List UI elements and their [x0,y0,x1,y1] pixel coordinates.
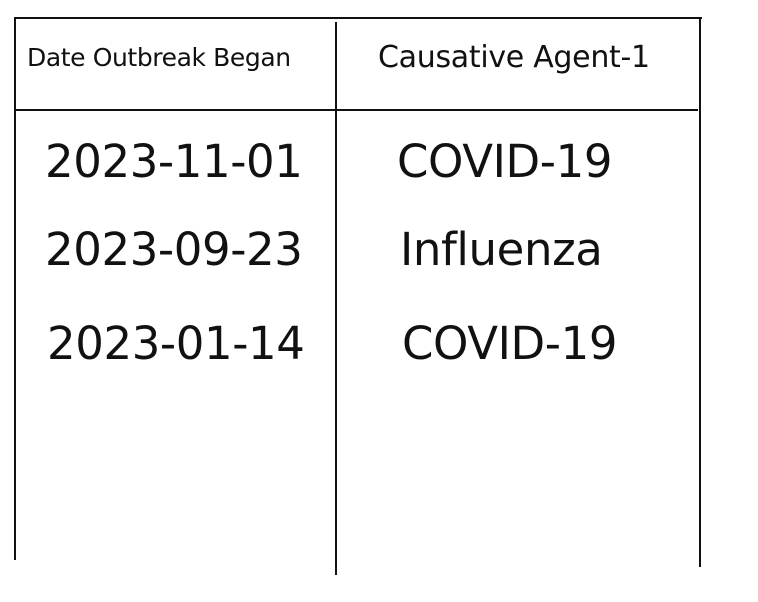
causative-agent-cell: Influenza [400,222,603,276]
outbreak-date-cell: 2023-09-23 [45,222,303,276]
causative-agent-cell: COVID-19 [397,134,613,188]
agent-column-header: Causative Agent-1 [378,39,650,75]
causative-agent-cell: COVID-19 [402,316,618,370]
outbreak-date-cell: 2023-01-14 [47,316,305,370]
column-divider [335,22,337,575]
outbreak-date-cell: 2023-11-01 [45,134,303,188]
table-top-border [14,17,702,19]
table-left-border [14,17,16,560]
table-right-border [699,17,701,567]
date-column-header: Date Outbreak Began [27,42,291,72]
header-divider [14,109,698,111]
